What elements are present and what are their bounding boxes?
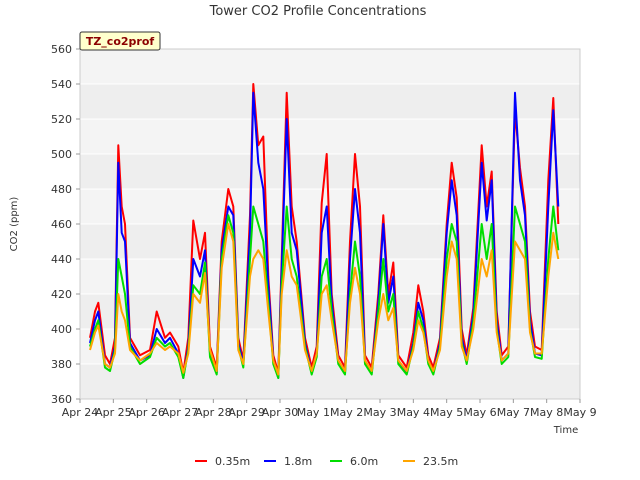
x-tick-label: Apr 30 xyxy=(262,406,299,419)
y-tick-label: 500 xyxy=(51,148,72,161)
plot-band xyxy=(80,154,580,189)
plot-band xyxy=(80,84,580,119)
x-tick-label: Apr 24 xyxy=(62,406,99,419)
series-line-6-0m xyxy=(89,205,560,379)
series-layer xyxy=(89,83,560,379)
plot-band xyxy=(80,49,580,84)
series-line-1-8m xyxy=(89,91,560,379)
site-badge: TZ_co2prof xyxy=(79,31,161,51)
x-tick-label: May 8 xyxy=(530,406,563,419)
legend-label: 6.0m xyxy=(350,455,378,468)
legend: 0.35m 1.8m 6.0m 23.5m xyxy=(195,455,458,468)
site-badge-label: TZ_co2prof xyxy=(86,35,155,48)
x-tick-label: May 4 xyxy=(397,406,430,419)
x-tick-label: May 2 xyxy=(330,406,363,419)
y-tick-label: 420 xyxy=(51,288,72,301)
x-tick-label: Apr 26 xyxy=(128,406,165,419)
y-tick-label: 560 xyxy=(51,43,72,56)
plot-band xyxy=(80,364,580,399)
y-tick-label: 400 xyxy=(51,323,72,336)
series-line-23-5m xyxy=(89,223,560,376)
x-tick-label: Apr 27 xyxy=(162,406,199,419)
x-tick-label: May 5 xyxy=(430,406,463,419)
y-tick-label: 440 xyxy=(51,253,72,266)
x-tick-label: Apr 29 xyxy=(228,406,265,419)
y-tick-label: 380 xyxy=(51,358,72,371)
x-tick-label: Apr 25 xyxy=(95,406,132,419)
legend-label: 23.5m xyxy=(423,455,458,468)
y-tick-label: 460 xyxy=(51,218,72,231)
y-tick-label: 540 xyxy=(51,78,72,91)
y-tick-label: 360 xyxy=(51,393,72,406)
x-tick-label: May 3 xyxy=(363,406,396,419)
x-axis-label: Time xyxy=(553,425,578,436)
x-tick-label: Apr 28 xyxy=(195,406,232,419)
site-badge-box xyxy=(79,31,161,51)
series-line-0-35m xyxy=(89,83,560,374)
legend-label: 1.8m xyxy=(284,455,312,468)
chart-title: Tower CO2 Profile Concentrations xyxy=(209,4,427,19)
plot-band xyxy=(80,119,580,154)
legend-label: 0.35m xyxy=(215,455,250,468)
x-tick-label: May 9 xyxy=(563,406,596,419)
x-tick-label: May 6 xyxy=(463,406,496,419)
y-tick-label: 480 xyxy=(51,183,72,196)
plot-band xyxy=(80,189,580,224)
y-axis-label: CO2 (ppm) xyxy=(9,197,20,252)
y-axis-ticks: 360 380 400 420 440 460 480 500 520 540 560 xyxy=(51,43,80,406)
y-tick-label: 520 xyxy=(51,113,72,126)
x-tick-label: May 7 xyxy=(497,406,530,419)
x-tick-label: May 1 xyxy=(297,406,330,419)
